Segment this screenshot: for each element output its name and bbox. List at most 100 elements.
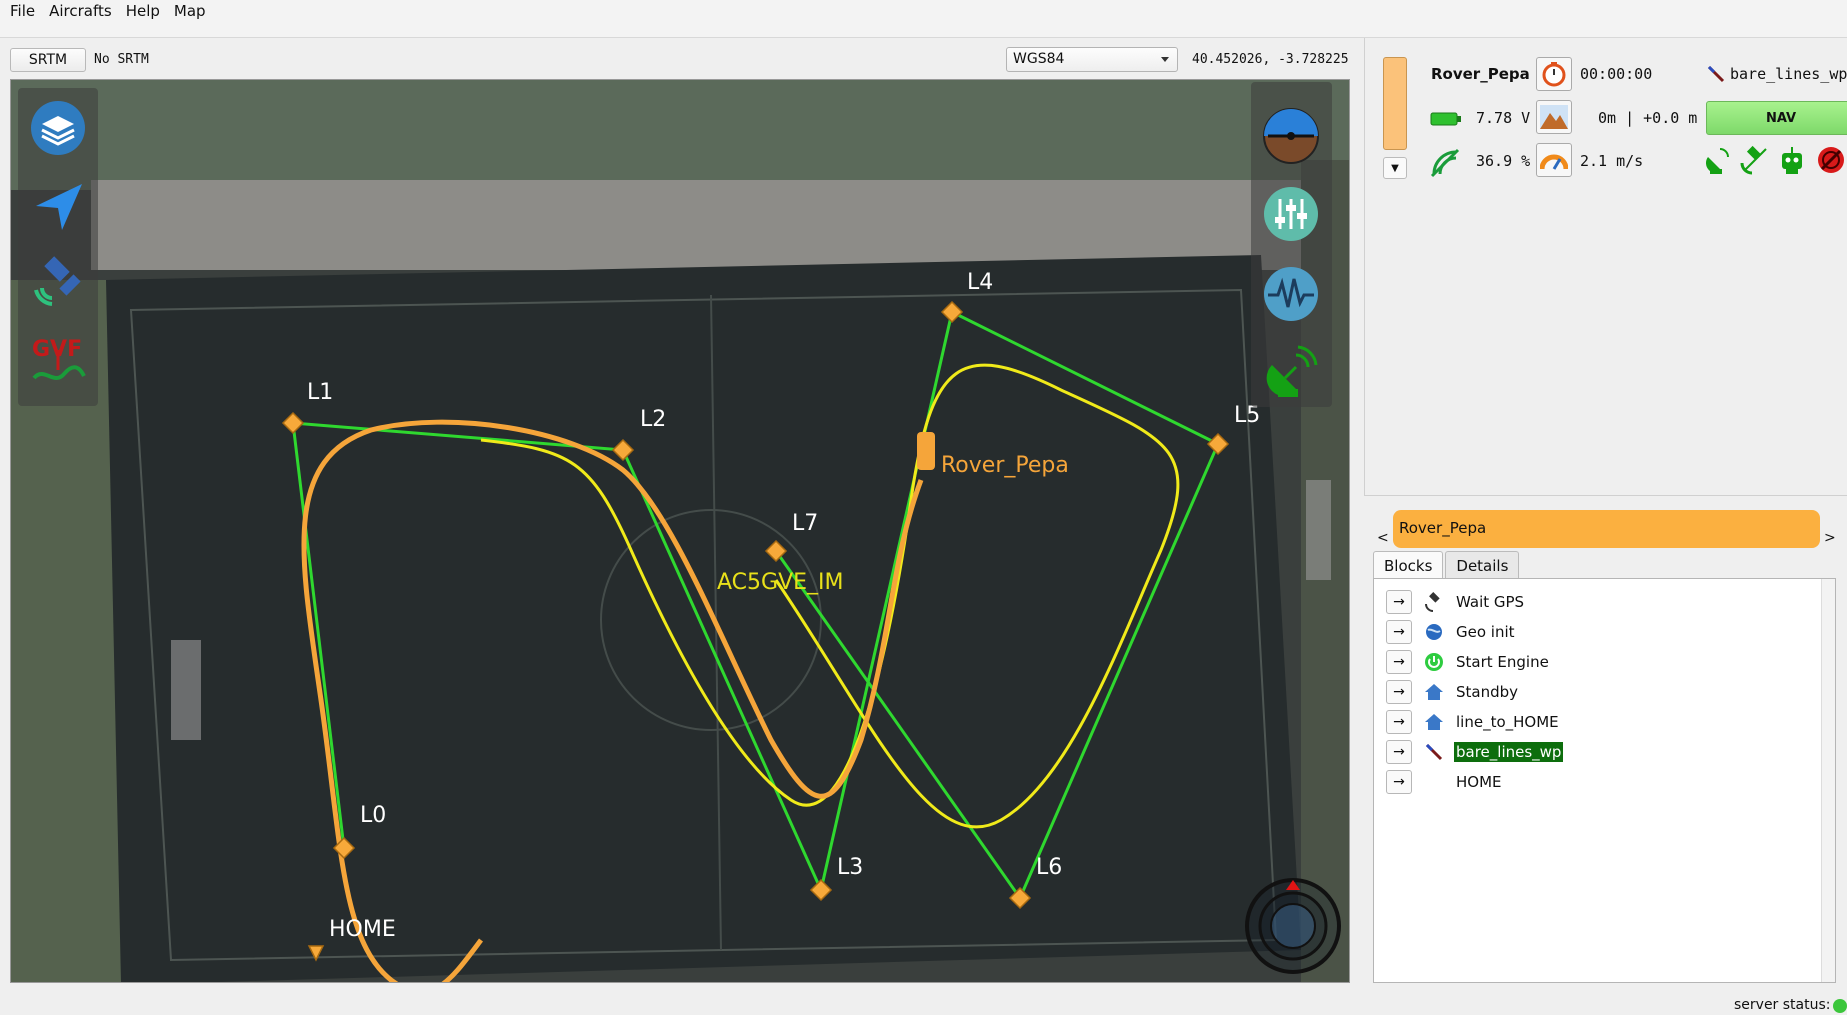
block-label: Wait GPS xyxy=(1456,593,1525,611)
strip-aircraft-name: Rover_Pepa xyxy=(1431,65,1530,83)
aircraft-tab[interactable]: Rover_Pepa xyxy=(1393,510,1820,548)
goto-block-button[interactable]: → xyxy=(1386,620,1412,644)
waveform-icon[interactable] xyxy=(1259,262,1323,326)
aircraft-icon xyxy=(917,432,935,470)
aircraft-track xyxy=(301,419,924,982)
srtm-button[interactable]: SRTM xyxy=(10,48,86,72)
ac-tab-prev[interactable]: < xyxy=(1377,530,1389,546)
goto-block-button[interactable]: → xyxy=(1386,710,1412,734)
attitude-indicator-icon[interactable] xyxy=(1259,104,1323,168)
flight-plan-path xyxy=(291,309,1220,902)
srtm-status: No SRTM xyxy=(94,52,149,67)
altitude-icon xyxy=(1536,100,1572,134)
compass-icon[interactable] xyxy=(1243,876,1343,976)
strip-expand-button[interactable]: ▼ xyxy=(1383,157,1407,179)
toolbar-strip xyxy=(0,22,1847,38)
projection-select[interactable]: WGS84 xyxy=(1006,47,1178,72)
altitude-readout: 0m | +0.0 m xyxy=(1598,109,1698,127)
layers-icon[interactable] xyxy=(26,96,90,160)
robot-icon[interactable] xyxy=(1778,145,1806,179)
waypoint-home xyxy=(307,945,325,962)
disabled-icon[interactable] xyxy=(1816,145,1846,179)
menu-help[interactable]: Help xyxy=(125,2,160,20)
pen-icon xyxy=(1424,742,1444,762)
radar-dish-icon[interactable] xyxy=(1704,145,1730,179)
battery-icon xyxy=(1430,110,1462,132)
timer-icon xyxy=(1536,57,1572,91)
waypoint-label-l4: L4 xyxy=(967,270,994,295)
block-row[interactable]: → HOME xyxy=(1386,769,1504,795)
waypoint-label-l0: L0 xyxy=(360,803,387,828)
tab-blocks[interactable]: Blocks xyxy=(1373,551,1444,579)
waypoint-label-home: HOME xyxy=(329,917,396,942)
blocks-scrollbar[interactable] xyxy=(1821,579,1835,982)
gps-satellite-icon[interactable] xyxy=(1740,145,1770,179)
home-icon xyxy=(1424,682,1444,702)
waypoint-l2 xyxy=(611,438,635,462)
block-row[interactable]: → Geo init xyxy=(1386,619,1517,645)
home-icon xyxy=(1424,712,1444,732)
block-row[interactable]: → bare_lines_wp xyxy=(1386,739,1564,765)
waypoint-l6 xyxy=(1008,886,1032,910)
menu-file[interactable]: File xyxy=(10,2,36,20)
map-tools-right xyxy=(1251,82,1332,407)
current-block-name: bare_lines_wp xyxy=(1730,65,1847,83)
goto-block-button[interactable]: → xyxy=(1386,650,1412,674)
aircraft-color-bar xyxy=(1383,57,1407,150)
radar-dish-icon[interactable] xyxy=(1259,340,1323,404)
blocks-list: → Wait GPS → Geo init → Start Engine → S… xyxy=(1373,578,1836,983)
block-row[interactable]: → line_to_HOME xyxy=(1386,709,1561,735)
server-status-label: server status: xyxy=(1734,997,1831,1013)
map-canvas xyxy=(11,80,1349,982)
waypoint-l3 xyxy=(809,878,833,902)
block-row[interactable]: → Start Engine xyxy=(1386,649,1551,675)
waypoint-label-l2: L2 xyxy=(640,407,667,432)
nav-mode-button[interactable]: NAV xyxy=(1706,101,1847,135)
block-label: HOME xyxy=(1456,773,1502,791)
tab-details[interactable]: Details xyxy=(1445,551,1520,579)
waypoint-label-l6: L6 xyxy=(1036,855,1063,880)
cursor-coordinates: 40.452026, -3.728225 xyxy=(1192,52,1349,67)
aircraft-label: Rover_Pepa xyxy=(941,453,1069,478)
goto-block-button[interactable]: → xyxy=(1386,740,1412,764)
block-row[interactable]: → Wait GPS xyxy=(1386,589,1526,615)
server-status-indicator xyxy=(1833,999,1847,1013)
detail-tabs: Blocks Details xyxy=(1373,551,1521,579)
battery-voltage: 7.78 V xyxy=(1476,109,1531,127)
block-label: line_to_HOME xyxy=(1456,713,1559,731)
flight-time: 00:00:00 xyxy=(1580,65,1653,83)
satellite-icon[interactable] xyxy=(26,250,90,314)
ground-speed: 2.1 m/s xyxy=(1580,152,1644,170)
speedometer-icon xyxy=(1536,143,1572,177)
link-quality: 36.9 % xyxy=(1476,152,1531,170)
waypoint-l0 xyxy=(332,836,356,860)
waypoint-label-l5: L5 xyxy=(1234,403,1261,428)
gvf-icon[interactable]: GVF xyxy=(26,328,90,392)
block-label-active: bare_lines_wp xyxy=(1454,742,1564,762)
menu-aircrafts[interactable]: Aircrafts xyxy=(49,2,112,20)
power-icon xyxy=(1424,652,1444,672)
link-quality-icon xyxy=(1428,146,1462,184)
block-row[interactable]: → Standby xyxy=(1386,679,1520,705)
ac-tab-next[interactable]: > xyxy=(1824,530,1836,546)
block-label: Start Engine xyxy=(1456,653,1549,671)
goto-block-button[interactable]: → xyxy=(1386,680,1412,704)
block-label: Standby xyxy=(1456,683,1519,701)
navigation-icon[interactable] xyxy=(26,174,90,238)
globe-icon xyxy=(1424,622,1444,642)
goto-block-button[interactable]: → xyxy=(1386,590,1412,614)
map-tools-left: GVF xyxy=(18,88,98,406)
block-label: Geo init xyxy=(1456,623,1515,641)
trajectory-path xyxy=(480,363,1180,829)
projection-value: WGS84 xyxy=(1013,51,1065,67)
waypoint-l7 xyxy=(764,539,788,563)
waypoint-l1 xyxy=(281,411,305,435)
goto-block-button[interactable]: → xyxy=(1386,770,1412,794)
chevron-down-icon xyxy=(1161,57,1169,62)
settings-sliders-icon[interactable] xyxy=(1259,182,1323,246)
waypoint-label-l7: L7 xyxy=(792,511,819,536)
menu-map[interactable]: Map xyxy=(173,2,206,20)
map-overlay-text: AC5GVE_IM xyxy=(717,570,844,595)
map-view[interactable]: L0 L1 L2 L3 L4 L5 L6 L7 HOME Rover_Pepa … xyxy=(10,79,1350,983)
menu-bar: File Aircrafts Help Map xyxy=(0,0,1847,22)
